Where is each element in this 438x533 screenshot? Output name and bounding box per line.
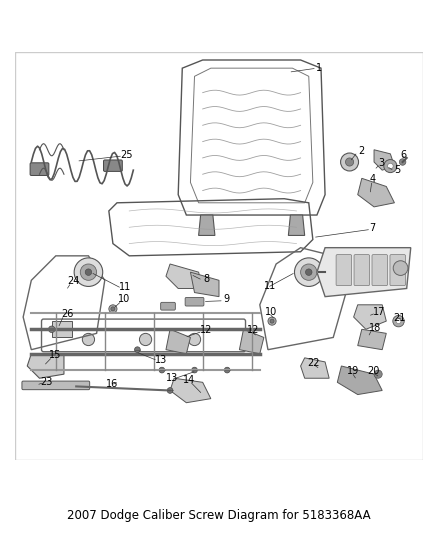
Polygon shape (300, 358, 329, 378)
Polygon shape (240, 329, 264, 354)
FancyBboxPatch shape (30, 163, 49, 175)
Text: 11: 11 (119, 282, 131, 292)
Circle shape (80, 264, 97, 280)
Polygon shape (317, 248, 411, 297)
Polygon shape (27, 354, 64, 378)
Polygon shape (198, 215, 215, 236)
Circle shape (270, 319, 274, 323)
Circle shape (167, 387, 173, 393)
Circle shape (188, 333, 201, 345)
FancyBboxPatch shape (185, 297, 204, 306)
FancyBboxPatch shape (354, 255, 370, 286)
Polygon shape (288, 215, 305, 236)
Text: 14: 14 (183, 375, 195, 385)
Circle shape (396, 319, 401, 324)
Text: 7: 7 (369, 223, 375, 233)
Circle shape (85, 269, 92, 276)
FancyBboxPatch shape (390, 255, 406, 286)
Polygon shape (191, 272, 219, 297)
Circle shape (109, 305, 117, 313)
Circle shape (393, 261, 408, 276)
Polygon shape (358, 179, 395, 207)
Text: 4: 4 (370, 174, 376, 184)
Text: 3: 3 (378, 158, 385, 168)
Text: 10: 10 (265, 306, 277, 317)
Text: 8: 8 (203, 274, 209, 284)
Circle shape (305, 269, 312, 276)
Text: 16: 16 (106, 379, 118, 390)
FancyBboxPatch shape (22, 381, 90, 390)
Text: 5: 5 (394, 165, 400, 175)
Text: 23: 23 (41, 376, 53, 386)
Text: 2007 Dodge Caliber Screw Diagram for 5183368AA: 2007 Dodge Caliber Screw Diagram for 518… (67, 510, 371, 522)
Text: 9: 9 (223, 295, 230, 304)
FancyBboxPatch shape (103, 160, 122, 172)
Polygon shape (52, 321, 72, 337)
Circle shape (159, 367, 165, 373)
Text: 2: 2 (358, 146, 364, 156)
Polygon shape (337, 366, 382, 394)
Text: 6: 6 (401, 150, 407, 160)
Circle shape (224, 367, 230, 373)
Circle shape (388, 163, 393, 169)
Text: 10: 10 (118, 295, 131, 304)
Circle shape (49, 326, 55, 333)
Circle shape (341, 153, 359, 171)
Text: 22: 22 (307, 358, 320, 368)
Text: 19: 19 (347, 366, 359, 376)
Text: 12: 12 (247, 325, 259, 335)
Polygon shape (374, 150, 395, 170)
Circle shape (393, 316, 404, 327)
Text: 26: 26 (61, 309, 74, 319)
Polygon shape (353, 305, 386, 329)
Text: 20: 20 (367, 366, 379, 376)
Polygon shape (358, 329, 386, 350)
Circle shape (346, 158, 353, 166)
Circle shape (300, 264, 317, 280)
Text: 1: 1 (316, 63, 322, 73)
Circle shape (294, 258, 323, 286)
Text: 15: 15 (49, 350, 61, 360)
Text: 21: 21 (393, 313, 406, 323)
Circle shape (192, 367, 198, 373)
Circle shape (268, 317, 276, 325)
Text: 25: 25 (120, 150, 133, 160)
Text: 17: 17 (373, 306, 385, 317)
FancyBboxPatch shape (372, 255, 388, 286)
FancyBboxPatch shape (161, 302, 175, 310)
Text: 11: 11 (264, 281, 276, 292)
Circle shape (374, 370, 382, 378)
Circle shape (399, 159, 406, 165)
Text: 24: 24 (67, 276, 80, 286)
Circle shape (74, 258, 103, 286)
Polygon shape (166, 264, 203, 288)
Polygon shape (170, 378, 211, 403)
Text: 18: 18 (369, 323, 381, 333)
Circle shape (139, 333, 152, 345)
Text: 13: 13 (166, 373, 178, 383)
FancyBboxPatch shape (336, 255, 352, 286)
Polygon shape (166, 329, 191, 354)
Circle shape (384, 159, 397, 173)
Circle shape (82, 333, 95, 345)
Circle shape (134, 347, 140, 352)
Circle shape (111, 307, 115, 311)
Text: 13: 13 (155, 355, 167, 365)
Text: 12: 12 (200, 325, 212, 335)
